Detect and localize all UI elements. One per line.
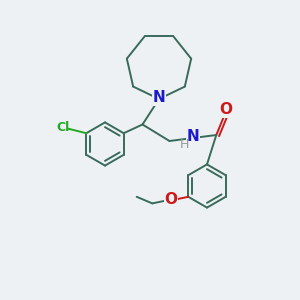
Text: H: H [180,137,189,151]
Text: Cl: Cl [56,121,70,134]
Text: N: N [153,90,165,105]
Text: O: O [220,102,233,117]
Text: O: O [164,192,177,207]
Text: N: N [187,129,199,144]
